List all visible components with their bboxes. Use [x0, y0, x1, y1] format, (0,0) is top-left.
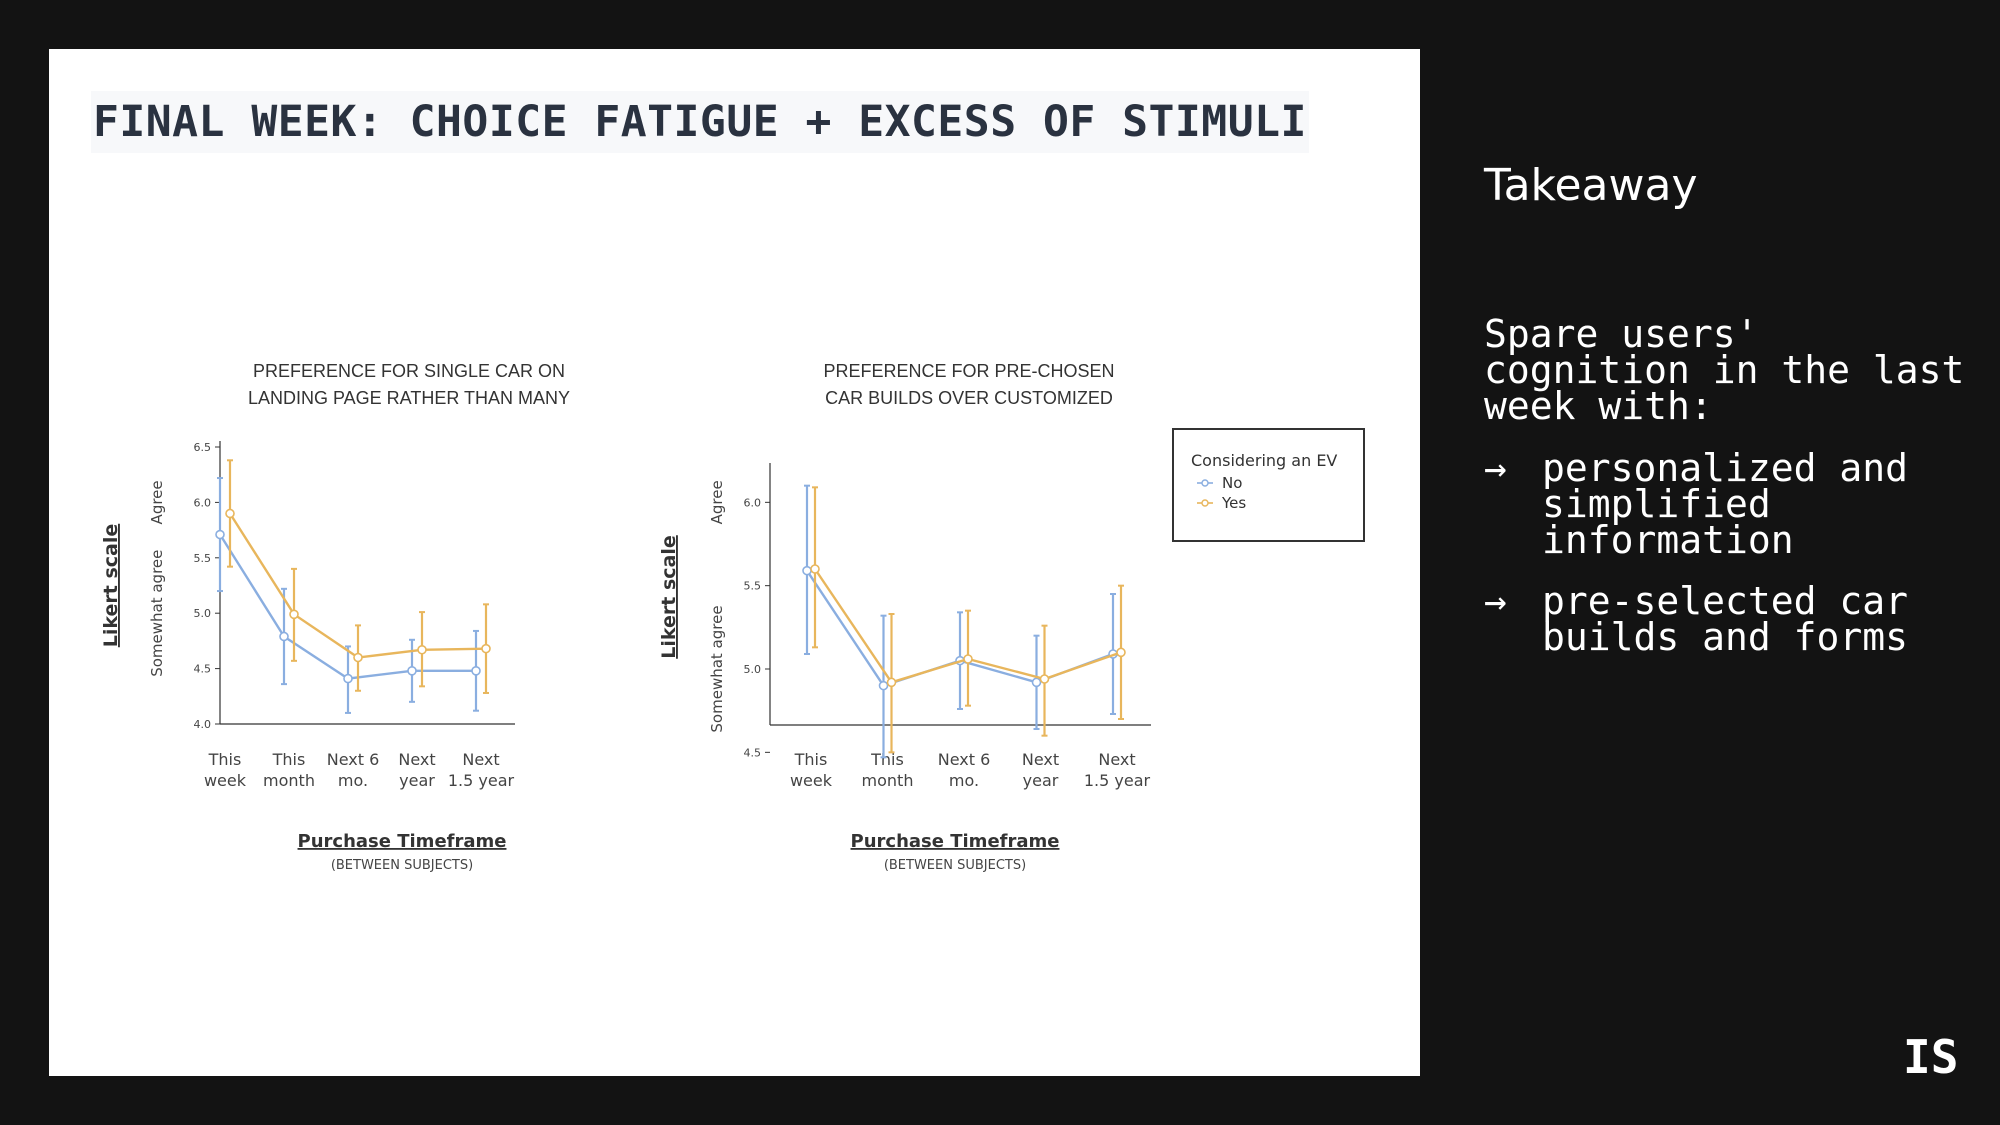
x-axis-subtitle: (BETWEEN SUBJECTS): [884, 858, 1026, 873]
logo: IS: [1903, 1030, 1959, 1084]
chart-legend: Considering an EV No Yes: [1172, 428, 1365, 542]
bullet-text: pre-selected car builds and forms: [1542, 579, 1909, 659]
data-point: [886, 677, 897, 688]
y-tick-label: 5.5: [744, 580, 762, 593]
x-axis-title: Purchase Timeframe: [851, 831, 1060, 852]
data-point: [279, 631, 289, 642]
data-point: [878, 680, 889, 691]
x-tick-label: week: [790, 771, 833, 790]
legend-item-label: No: [1222, 474, 1242, 492]
y-tick-label: 5.0: [194, 607, 212, 620]
arrow-right-icon: →: [1484, 579, 1507, 623]
y-tick-label: 4.0: [194, 718, 212, 731]
x-tick-label: This: [208, 750, 242, 769]
chart-title: PREFERENCE FOR PRE-CHOSEN: [823, 361, 1114, 381]
x-axis-subtitle: (BETWEEN SUBJECTS): [331, 858, 473, 873]
x-tick-label: month: [862, 771, 914, 790]
x-tick-label: Next: [462, 750, 499, 769]
y-axis-title: Likert scale: [100, 524, 122, 648]
chart-title: LANDING PAGE RATHER THAN MANY: [248, 388, 570, 408]
x-tick-label: mo.: [338, 771, 368, 790]
legend-swatch-marker: [1201, 479, 1209, 487]
data-point: [963, 654, 973, 664]
x-tick-label: Next 6: [938, 750, 991, 769]
data-point: [353, 652, 363, 663]
data-point: [343, 673, 353, 684]
x-tick-label: mo.: [949, 771, 979, 790]
takeaway-heading: Takeaway: [1484, 160, 1698, 211]
x-tick-label: week: [204, 771, 247, 790]
data-point: [289, 609, 299, 620]
charts-area: PREFERENCE FOR SINGLE CAR ON LANDING PAGE…: [100, 361, 1365, 873]
data-point: [1116, 647, 1126, 658]
x-tick-label: Next: [398, 750, 435, 769]
x-tick-label: year: [399, 771, 435, 790]
chart-1: PREFERENCE FOR SINGLE CAR ON LANDING PAGE…: [100, 361, 570, 873]
chart-title: CAR BUILDS OVER CUSTOMIZED: [825, 388, 1113, 408]
y-tick-label: 5.5: [194, 552, 212, 565]
x-tick-label: This: [794, 750, 828, 769]
y-tick-label: 6.0: [744, 496, 762, 509]
x-tick-label: Next: [1022, 750, 1059, 769]
x-axis-title: Purchase Timeframe: [298, 831, 507, 852]
y-tick-label: 4.5: [194, 663, 212, 676]
takeaway-bullet: → personalized and simplified informatio…: [1484, 446, 1984, 562]
takeaway-panel: Takeaway Spare users' cognition in the l…: [1484, 0, 1984, 1125]
data-point: [215, 529, 225, 540]
x-tick-label: 1.5 year: [1084, 771, 1151, 790]
x-tick-label: This: [870, 750, 904, 769]
x-tick-label: Next 6: [327, 750, 380, 769]
slide-title: FINAL WEEK: CHOICE FATIGUE + EXCESS OF S…: [91, 91, 1309, 153]
legend-swatch-marker: [1201, 499, 1209, 507]
data-point: [471, 666, 481, 676]
y-anchor-label: Agree: [708, 480, 726, 524]
y-tick-label: 5.0: [744, 663, 762, 676]
legend-item-label: Yes: [1221, 494, 1246, 512]
x-tick-label: This: [272, 750, 306, 769]
data-point: [225, 508, 235, 519]
x-tick-label: Next: [1098, 750, 1135, 769]
y-anchor-label: Somewhat agree: [708, 605, 726, 732]
data-point: [1039, 674, 1050, 684]
data-point: [407, 666, 417, 676]
data-point: [802, 565, 812, 576]
takeaway-intro: Spare users' cognition in the last week …: [1484, 312, 1965, 428]
x-tick-label: 1.5 year: [448, 771, 515, 790]
y-tick-label: 6.0: [194, 496, 212, 509]
y-tick-label: 6.5: [194, 441, 212, 454]
data-point: [1031, 677, 1042, 688]
data-point: [417, 644, 427, 655]
slide-canvas: FINAL WEEK: CHOICE FATIGUE + EXCESS OF S…: [49, 49, 1420, 1076]
bullet-text: personalized and simplified information: [1542, 446, 1909, 562]
chart-2: PREFERENCE FOR PRE-CHOSEN CAR BUILDS OVER…: [658, 361, 1365, 873]
legend-title: Considering an EV: [1191, 451, 1337, 470]
chart-title: PREFERENCE FOR SINGLE CAR ON: [253, 361, 565, 381]
y-tick-label: 4.5: [744, 746, 762, 759]
y-anchor-label: Somewhat agree: [148, 550, 166, 677]
x-tick-label: month: [263, 771, 315, 790]
arrow-right-icon: →: [1484, 446, 1507, 490]
data-point: [810, 564, 820, 574]
x-tick-label: year: [1023, 771, 1059, 790]
takeaway-bullet: → pre-selected car builds and forms: [1484, 579, 1984, 659]
data-point: [481, 643, 491, 654]
legend-box: [1172, 428, 1365, 542]
y-axis-title: Likert scale: [658, 535, 680, 659]
y-anchor-label: Agree: [148, 480, 166, 524]
